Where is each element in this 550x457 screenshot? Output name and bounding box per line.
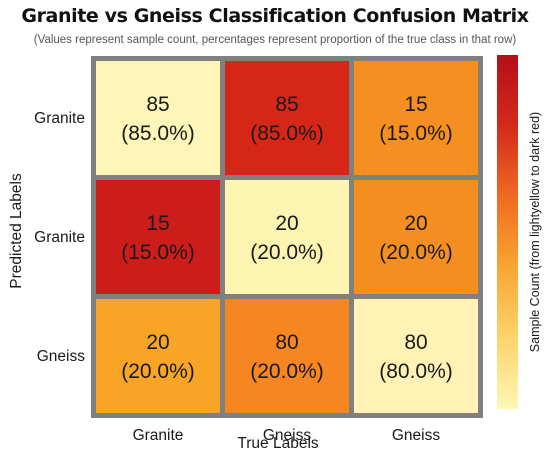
x-tick-label: Gneiss — [392, 427, 440, 444]
cell-count: 85 — [146, 93, 169, 116]
y-axis-label: Predicted Labels — [8, 173, 25, 289]
x-axis-label: True Labels — [237, 435, 319, 452]
matrix-cell-r1-c3: 15 (15.0%) — [354, 61, 478, 175]
cell-count: 20 — [146, 331, 169, 354]
cell-fill — [96, 180, 220, 294]
cell-percentage: (20.0%) — [379, 241, 453, 264]
cell-percentage: (85.0%) — [121, 122, 195, 145]
cell-fill — [96, 299, 220, 413]
matrix-cell-r2-c2: 20 (20.0%) — [225, 180, 349, 294]
cell-count: 80 — [404, 331, 427, 354]
colorbar-label: Sample Count (from lightyellow to dark r… — [528, 112, 542, 352]
cell-count: 20 — [275, 212, 298, 235]
cell-fill — [354, 299, 478, 413]
x-tick-label: Gneiss — [263, 427, 311, 444]
cell-fill — [225, 61, 349, 175]
matrix-cell-r3-c3: 80 (80.0%) — [354, 299, 478, 413]
y-tick-label: Granite — [34, 229, 85, 246]
cell-percentage: (20.0%) — [250, 241, 324, 264]
cell-percentage: (15.0%) — [379, 122, 453, 145]
cell-count: 85 — [275, 93, 298, 116]
colorbar-gradient — [497, 55, 518, 409]
matrix-cell-r1-c2: 85 (85.0%) — [225, 61, 349, 175]
cell-count: 15 — [146, 212, 169, 235]
x-tick-label: Granite — [133, 427, 184, 444]
cell-fill — [225, 299, 349, 413]
matrix-cell-r3-c2: 80 (20.0%) — [225, 299, 349, 413]
cell-percentage: (20.0%) — [121, 360, 195, 383]
cell-percentage: (20.0%) — [250, 360, 324, 383]
matrix-cell-r1-c1: 85 (85.0%) — [96, 61, 220, 175]
matrix: 85 (85.0%) 85 (85.0%) 15 (15.0%) 15 (15.0%) 20 (2… — [91, 56, 483, 418]
tick-labels: Granite Gneiss Gneiss Granite Granite Gneiss — [34, 110, 440, 444]
cell-count: 20 — [404, 212, 427, 235]
cell-percentage: (80.0%) — [379, 360, 453, 383]
colorbar: Sample Count (from lightyellow to dark r… — [497, 55, 542, 409]
cell-percentage: (15.0%) — [121, 241, 195, 264]
cell-fill — [96, 61, 220, 175]
cell-fill — [225, 180, 349, 294]
cell-count: 15 — [404, 93, 427, 116]
y-tick-label: Gneiss — [37, 348, 85, 365]
cell-percentage: (85.0%) — [250, 122, 324, 145]
chart-title: Granite vs Gneiss Classification Confusi… — [21, 5, 529, 27]
matrix-cell-r3-c1: 20 (20.0%) — [96, 299, 220, 413]
cell-fill — [354, 61, 478, 175]
chart-subtitle: (Values represent sample count, percenta… — [33, 34, 517, 46]
matrix-cell-r2-c1: 15 (15.0%) — [96, 180, 220, 294]
y-tick-label: Granite — [34, 110, 85, 127]
cell-count: 80 — [275, 331, 298, 354]
cell-fill — [354, 180, 478, 294]
axis-labels: True Labels Predicted Labels — [8, 173, 319, 452]
matrix-cell-r2-c3: 20 (20.0%) — [354, 180, 478, 294]
